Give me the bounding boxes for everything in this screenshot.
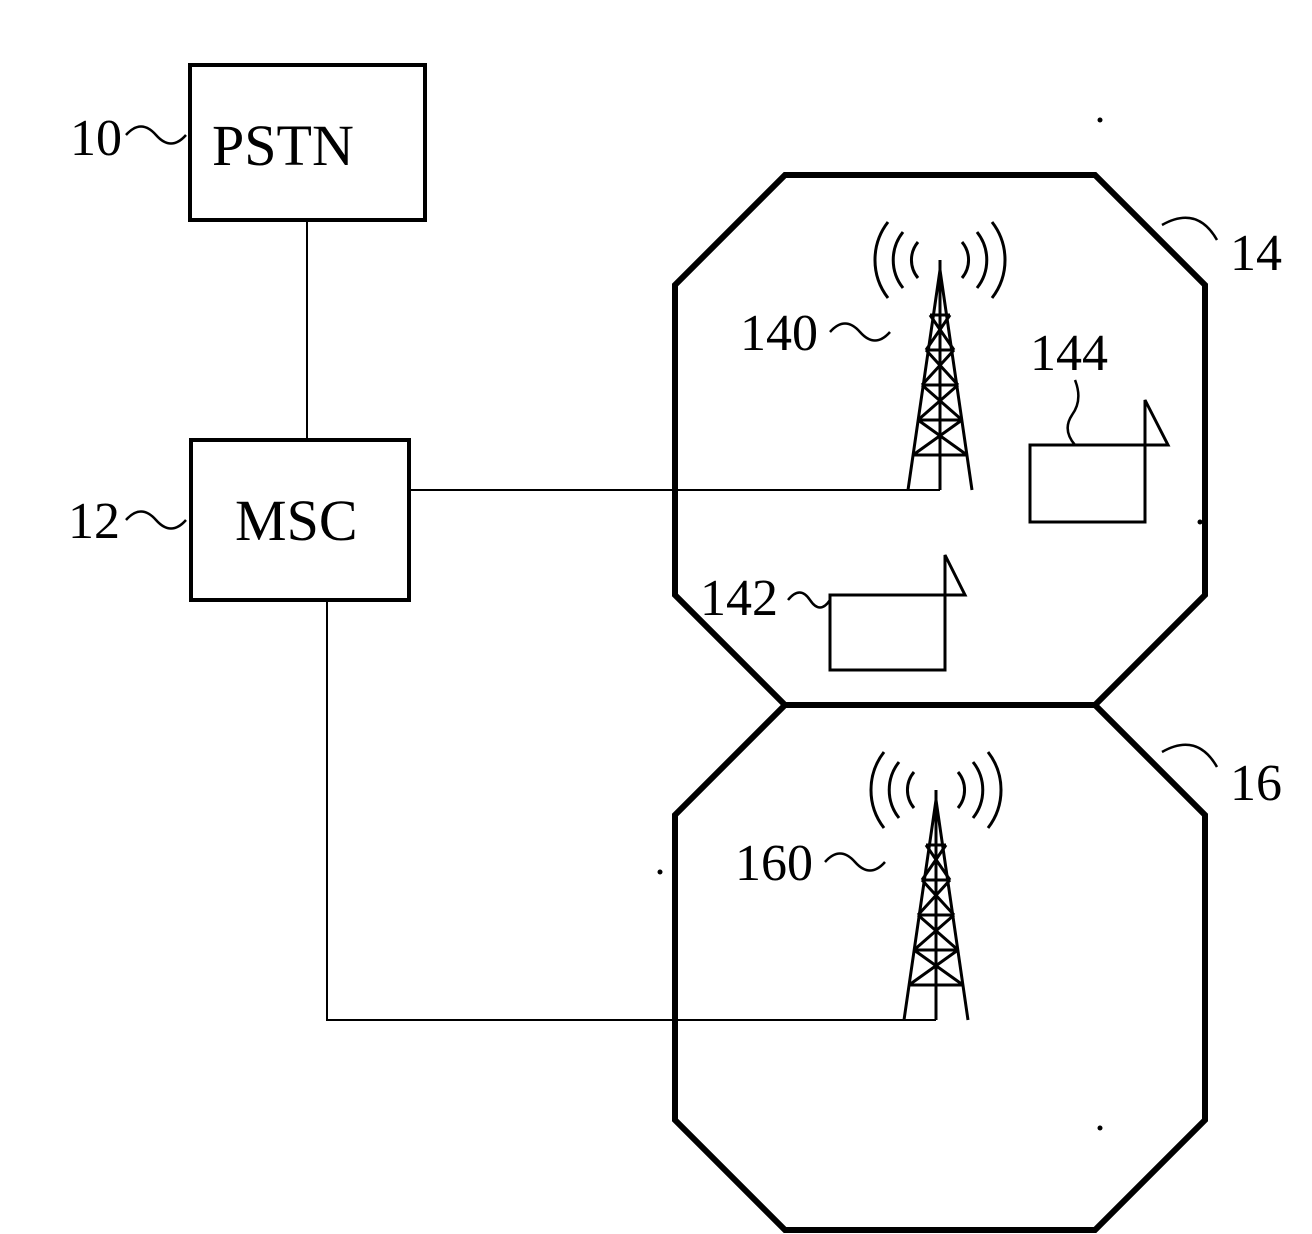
msc-label: MSC <box>235 488 358 553</box>
ref-142: 142 <box>700 570 778 627</box>
ref-12-lead <box>126 512 186 529</box>
ref-140-lead <box>830 324 890 341</box>
ref-160-lead <box>825 854 885 871</box>
pstn-label: PSTN <box>212 113 354 178</box>
ref-144: 144 <box>1030 325 1108 382</box>
device-144 <box>1030 400 1168 522</box>
dot <box>658 870 663 875</box>
ref-10: 10 <box>70 110 122 167</box>
device-142 <box>830 555 965 670</box>
edge-msc-tower160 <box>327 600 936 1020</box>
ref-16: 16 <box>1230 755 1282 812</box>
dot <box>1098 118 1103 123</box>
ref-16-lead <box>1162 745 1217 767</box>
dot <box>1198 520 1203 525</box>
ref-14: 14 <box>1230 225 1282 282</box>
dot <box>1098 1126 1103 1131</box>
ref-14-lead <box>1162 218 1217 240</box>
tower-140 <box>875 222 1005 490</box>
ref-140: 140 <box>740 305 818 362</box>
ref-142-lead <box>788 593 830 608</box>
ref-10-lead <box>126 127 186 144</box>
tower-160 <box>871 752 1001 1020</box>
ref-12: 12 <box>68 493 120 550</box>
ref-144-lead <box>1068 380 1079 445</box>
ref-160: 160 <box>735 835 813 892</box>
